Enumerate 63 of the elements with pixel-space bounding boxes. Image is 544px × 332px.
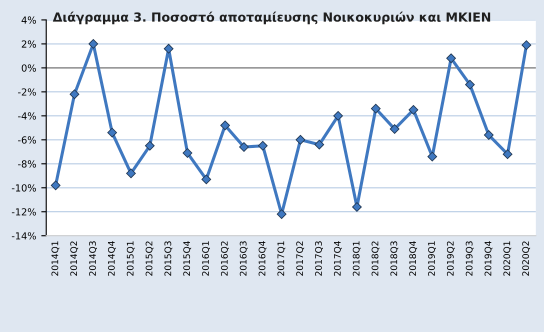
y-tick-label: -4% bbox=[18, 112, 36, 120]
x-tick-label: 2018Q4 bbox=[409, 241, 418, 276]
point bbox=[126, 168, 136, 178]
x-tick-label: 2017Q1 bbox=[277, 241, 286, 276]
x-tick-label: 2019Q1 bbox=[428, 241, 436, 276]
y-tick-label: 0% bbox=[22, 64, 36, 72]
y-tick-label: -10% bbox=[12, 184, 36, 192]
y-tick-label: -12% bbox=[12, 208, 36, 216]
point bbox=[201, 174, 212, 184]
x-tick-label: 2019Q2 bbox=[446, 241, 455, 276]
y-tick-label: 4% bbox=[22, 16, 36, 24]
x-tick-label: 2015Q1 bbox=[126, 241, 135, 276]
x-tick-label: 2014Q4 bbox=[108, 241, 116, 276]
point bbox=[70, 89, 80, 100]
point bbox=[258, 140, 268, 151]
point bbox=[276, 209, 286, 219]
x-tick-label: 2018Q1 bbox=[352, 241, 361, 276]
point bbox=[239, 142, 249, 152]
point bbox=[296, 134, 306, 145]
x-tick-label: 2016Q1 bbox=[202, 241, 210, 276]
x-tick-label: 2019Q4 bbox=[484, 241, 492, 276]
x-tick-label: 2016Q4 bbox=[258, 241, 266, 276]
point bbox=[446, 53, 456, 64]
chart-title: Διάγραμμα 3. Ποσοστό αποταμίευσης Νοικοκυριών και ΜΚΙΕΝ bbox=[52, 12, 490, 24]
x-tick-label: 2017Q4 bbox=[334, 241, 342, 276]
x-tick-label: 2018Q3 bbox=[390, 241, 398, 276]
x-tick-label: 2014Q3 bbox=[89, 241, 97, 276]
x-tick-label: 2020Q1 bbox=[503, 241, 512, 276]
point bbox=[465, 80, 475, 90]
x-tick-label: 2015Q4 bbox=[183, 241, 192, 276]
point bbox=[182, 148, 192, 158]
point bbox=[484, 130, 494, 140]
x-tick-label: 2015Q2 bbox=[146, 241, 154, 276]
y-tick-label: 2% bbox=[22, 40, 36, 48]
point bbox=[370, 104, 381, 114]
x-tick-label: 2015Q3 bbox=[164, 241, 172, 276]
y-tick-label: -2% bbox=[18, 88, 36, 96]
x-tick-label: 2020Q2 bbox=[522, 241, 530, 276]
point bbox=[144, 140, 155, 151]
point bbox=[88, 39, 98, 49]
point bbox=[50, 180, 60, 190]
point bbox=[314, 140, 324, 150]
point bbox=[220, 120, 230, 130]
x-tick-label: 2014Q1 bbox=[51, 241, 60, 276]
point bbox=[522, 40, 532, 50]
point bbox=[164, 44, 174, 54]
point bbox=[352, 202, 362, 212]
y-tick-label: -6% bbox=[18, 136, 36, 144]
x-tick-label: 2018Q2 bbox=[372, 241, 380, 276]
y-tick-label: -14% bbox=[12, 232, 36, 240]
y-tick-label: -8% bbox=[18, 160, 36, 168]
point bbox=[107, 128, 117, 138]
x-tick-label: 2019Q3 bbox=[466, 241, 474, 276]
point bbox=[408, 104, 418, 115]
x-tick-label: 2017Q3 bbox=[315, 241, 323, 276]
point bbox=[390, 124, 400, 134]
x-tick-label: 2016Q3 bbox=[240, 241, 248, 276]
x-tick-label: 2014Q2 bbox=[70, 241, 78, 276]
x-tick-label: 2017Q2 bbox=[296, 241, 304, 276]
point bbox=[502, 149, 512, 160]
point bbox=[427, 152, 438, 162]
x-tick-label: 2016Q2 bbox=[220, 241, 229, 276]
point bbox=[333, 110, 343, 121]
